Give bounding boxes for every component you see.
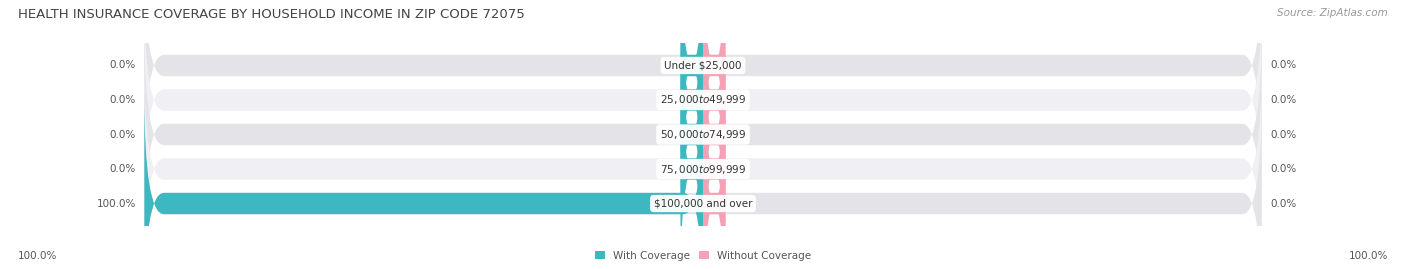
Text: 0.0%: 0.0%: [110, 61, 136, 70]
FancyBboxPatch shape: [145, 24, 1261, 245]
FancyBboxPatch shape: [703, 93, 725, 269]
Text: 100.0%: 100.0%: [18, 251, 58, 261]
Text: $75,000 to $99,999: $75,000 to $99,999: [659, 162, 747, 175]
FancyBboxPatch shape: [145, 0, 1261, 176]
FancyBboxPatch shape: [703, 24, 725, 245]
Text: Under $25,000: Under $25,000: [664, 61, 742, 70]
FancyBboxPatch shape: [145, 59, 1261, 269]
FancyBboxPatch shape: [703, 59, 725, 269]
Text: 0.0%: 0.0%: [1270, 61, 1296, 70]
Legend: With Coverage, Without Coverage: With Coverage, Without Coverage: [595, 251, 811, 261]
Text: 0.0%: 0.0%: [110, 164, 136, 174]
FancyBboxPatch shape: [703, 0, 725, 210]
FancyBboxPatch shape: [681, 59, 703, 269]
FancyBboxPatch shape: [145, 93, 1261, 269]
Text: 100.0%: 100.0%: [1348, 251, 1388, 261]
FancyBboxPatch shape: [703, 0, 725, 176]
Text: $100,000 and over: $100,000 and over: [654, 199, 752, 208]
FancyBboxPatch shape: [681, 0, 703, 176]
Text: 0.0%: 0.0%: [110, 95, 136, 105]
Text: 0.0%: 0.0%: [1270, 199, 1296, 208]
FancyBboxPatch shape: [681, 0, 703, 210]
Text: 0.0%: 0.0%: [1270, 164, 1296, 174]
Text: $50,000 to $74,999: $50,000 to $74,999: [659, 128, 747, 141]
Text: Source: ZipAtlas.com: Source: ZipAtlas.com: [1277, 8, 1388, 18]
Text: 0.0%: 0.0%: [110, 129, 136, 140]
FancyBboxPatch shape: [145, 0, 1261, 210]
Text: 0.0%: 0.0%: [1270, 95, 1296, 105]
Text: HEALTH INSURANCE COVERAGE BY HOUSEHOLD INCOME IN ZIP CODE 72075: HEALTH INSURANCE COVERAGE BY HOUSEHOLD I…: [18, 8, 524, 21]
Text: 100.0%: 100.0%: [97, 199, 136, 208]
Text: 0.0%: 0.0%: [1270, 129, 1296, 140]
FancyBboxPatch shape: [145, 93, 703, 269]
Text: $25,000 to $49,999: $25,000 to $49,999: [659, 94, 747, 107]
FancyBboxPatch shape: [681, 24, 703, 245]
